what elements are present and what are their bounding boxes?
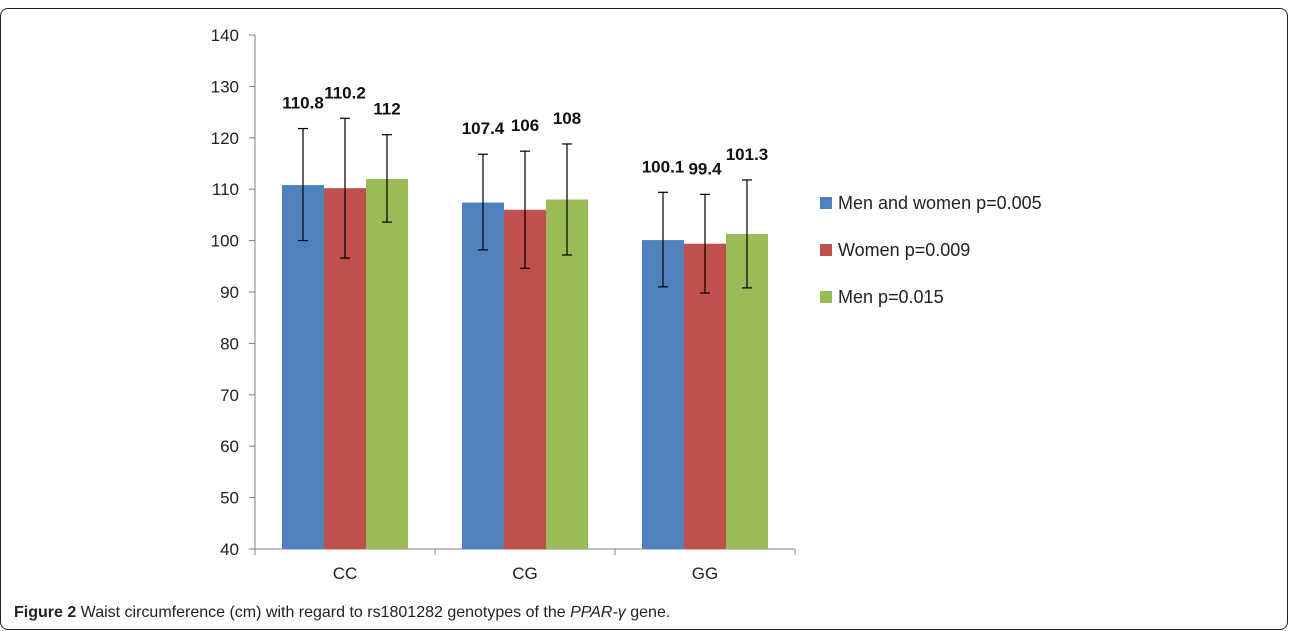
legend-label: Men and women p=0.005	[838, 193, 1042, 213]
bars	[282, 178, 768, 550]
caption-text: Waist circumference (cm) with regard to …	[76, 604, 571, 621]
figure-label: Figure 2	[14, 604, 77, 621]
y-tick-label: 50	[220, 489, 239, 508]
data-label: 107.4	[462, 119, 505, 138]
x-category-label: CG	[512, 564, 538, 583]
y-tick-label: 100	[211, 232, 239, 251]
data-label: 99.4	[688, 159, 722, 178]
data-label: 110.8	[282, 94, 324, 113]
x-category-label: GG	[692, 564, 718, 583]
bar-chart: 40 50 60 70 80 90 100 110 120 130 140 CC CG GG 110.8…	[211, 26, 1042, 583]
bar	[642, 240, 684, 549]
legend-swatch	[820, 291, 832, 303]
y-tick-label: 80	[220, 334, 239, 353]
figure-caption: Figure 2 Waist circumference (cm) with r…	[14, 604, 670, 622]
gene-name: PPAR-γ	[570, 604, 626, 621]
y-axis: 40 50 60 70 80 90 100 110 120 130 140	[211, 26, 256, 559]
y-tick-label: 110	[212, 180, 239, 199]
data-label: 100.1	[642, 157, 685, 176]
x-axis: CC CG GG	[254, 548, 796, 583]
bar	[684, 243, 726, 549]
y-tick-label: 60	[220, 437, 239, 456]
y-tick-label: 140	[211, 26, 239, 45]
legend-label: Women p=0.009	[838, 240, 970, 260]
bar	[462, 202, 504, 549]
y-tick-label: 120	[211, 129, 239, 148]
y-tick-label: 130	[211, 77, 239, 96]
data-label: 101.3	[726, 145, 769, 164]
legend-label: Men p=0.015	[838, 287, 944, 307]
data-label: 106	[511, 116, 539, 135]
y-tick-label: 90	[220, 283, 239, 302]
caption-text-end: gene.	[625, 604, 671, 621]
legend-swatch	[820, 244, 832, 256]
error-bars	[298, 117, 752, 294]
bar	[546, 199, 588, 550]
bar	[282, 185, 324, 549]
y-tick-label: 70	[220, 386, 239, 405]
bar	[366, 178, 408, 550]
data-label: 110.2	[324, 83, 366, 102]
y-tick-label: 40	[220, 540, 239, 559]
x-category-label: CC	[333, 564, 358, 583]
legend-swatch	[820, 197, 832, 209]
data-labels: 110.8 107.4 100.1 110.2 106 99.4 112 108 101.3	[282, 83, 768, 178]
data-label: 108	[553, 109, 581, 128]
data-label: 112	[373, 100, 400, 119]
legend: Men and women p=0.005 Women p=0.009 Men p=…	[820, 193, 1042, 307]
